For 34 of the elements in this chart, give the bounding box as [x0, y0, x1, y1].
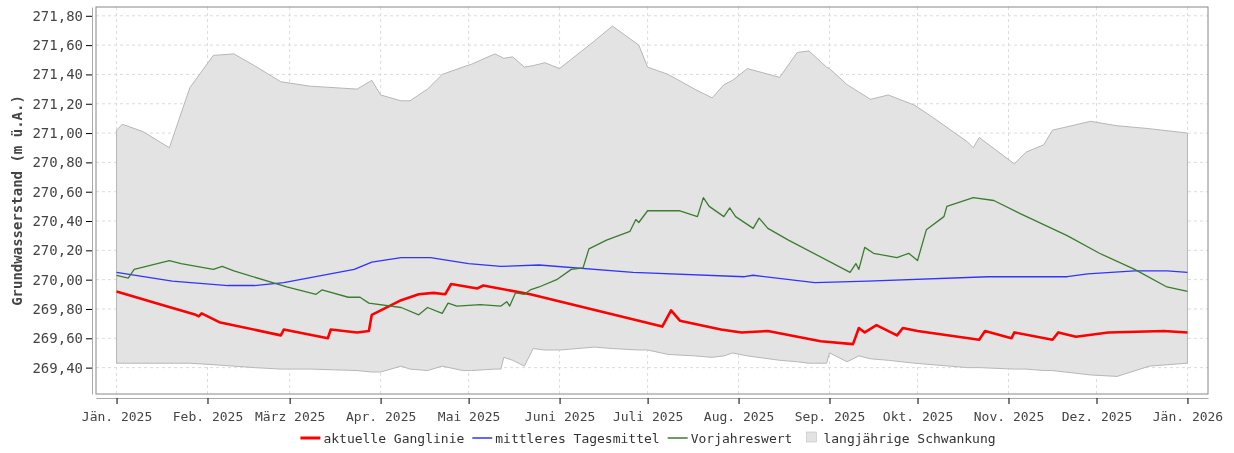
y-tick-label: 270,40: [32, 213, 83, 229]
y-tick-label: 269,80: [32, 300, 83, 317]
y-tick-label: 270,20: [32, 242, 83, 259]
legend-label: langjährige Schwankung: [823, 430, 996, 446]
y-tick-label: 271,20: [32, 95, 83, 112]
y-tick-label: 271,60: [32, 37, 83, 54]
line-series: [115, 282, 1189, 346]
y-tick-label: 270,60: [32, 183, 83, 200]
y-tick-label: 271,00: [32, 125, 83, 142]
x-tick-label: Juli 2025: [612, 409, 684, 425]
line-series: [115, 257, 1189, 287]
x-tick-label: Apr. 2025: [345, 409, 417, 425]
x-tick-label: März 2025: [254, 409, 326, 425]
x-tick-label: Sep. 2025: [794, 409, 866, 425]
x-tick-label: Mai 2025: [437, 409, 501, 425]
x-tick-label: Jän. 2026: [1152, 409, 1224, 425]
legend-label: Vorjahreswert: [690, 430, 793, 446]
y-axis-title: Grundwasserstand (m ü.A.): [9, 95, 25, 306]
y-tick-label: 270,00: [32, 271, 83, 288]
x-tick-label: Feb. 2025: [172, 409, 244, 425]
line-series: [115, 196, 1189, 316]
x-tick-label: Aug. 2025: [703, 409, 775, 425]
legend-label: mittleres Tagesmittel: [495, 430, 660, 446]
x-tick-label: Jän. 2025: [81, 409, 153, 425]
x-tick-label: Okt. 2025: [882, 409, 954, 425]
x-tick-label: Nov. 2025: [973, 409, 1045, 425]
x-tick-label: Dez. 2025: [1061, 409, 1133, 425]
y-tick-label: 271,80: [32, 7, 83, 24]
legend-label: aktuelle Ganglinie: [323, 430, 465, 446]
y-tick-label: 271,40: [32, 66, 83, 83]
y-tick-label: 269,60: [32, 330, 83, 347]
y-tick-label: 270,80: [32, 154, 83, 171]
x-tick-label: Juni 2025: [524, 409, 596, 425]
y-tick-label: 269,40: [32, 359, 83, 376]
